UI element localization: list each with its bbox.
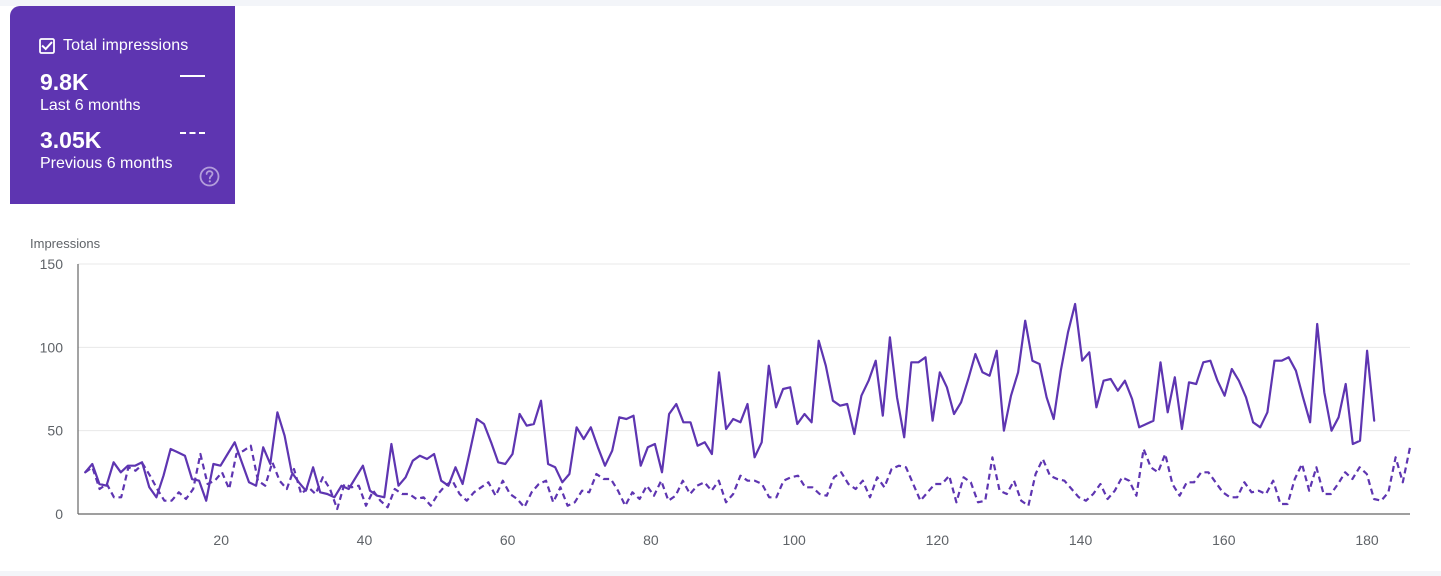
help-icon[interactable]: [199, 166, 220, 187]
metric-label: Total impressions: [63, 37, 189, 54]
performance-panel: [0, 6, 1441, 571]
x-tick-label: 60: [500, 532, 516, 548]
previous-period-label: Previous 6 months: [40, 155, 173, 172]
solid-line-legend: [180, 75, 205, 77]
y-tick-label: 50: [47, 423, 63, 439]
last-6-months-series-line: [84, 302, 1376, 502]
previous-value: 3.05K: [40, 127, 102, 153]
x-tick-label: 160: [1212, 532, 1236, 548]
x-tick-label: 20: [213, 532, 229, 548]
checkbox-checked-icon[interactable]: [39, 38, 55, 54]
x-tick-label: 80: [643, 532, 659, 548]
total-impressions-toggle[interactable]: Total impressions: [39, 37, 188, 55]
current-value: 9.8K: [40, 69, 89, 95]
x-tick-label: 140: [1069, 532, 1093, 548]
current-period-label: Last 6 months: [40, 97, 141, 114]
dashed-line-legend: [180, 132, 205, 134]
y-tick-label: 0: [55, 506, 63, 522]
previous-6-months-series-line: [84, 444, 1412, 511]
x-tick-label: 180: [1355, 532, 1379, 548]
chart-grid: [78, 263, 1410, 432]
total-impressions-card[interactable]: Total impressions 9.8K Last 6 months 3.0…: [10, 6, 235, 204]
x-tick-label: 40: [357, 532, 373, 548]
x-tick-label: 120: [926, 532, 950, 548]
y-tick-label: 150: [40, 256, 64, 272]
y-tick-label: 100: [40, 339, 64, 355]
chart-series: [84, 302, 1412, 511]
x-tick-label: 100: [782, 532, 806, 548]
y-axis-title: Impressions: [30, 236, 101, 251]
chart-ticks: 0 50 100 150 20 40 60 80 100 120 140 160 180: [40, 256, 1410, 548]
